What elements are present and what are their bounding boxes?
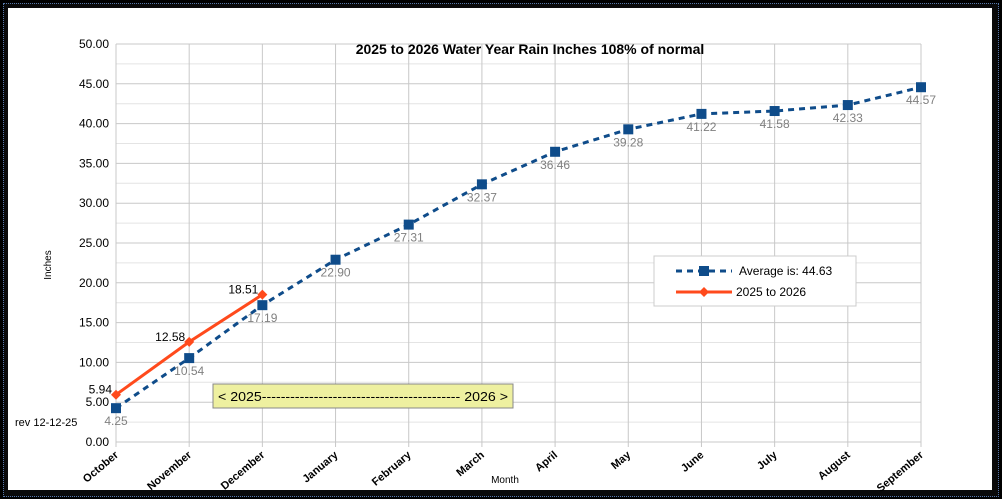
data-point bbox=[842, 100, 853, 111]
data-label: 42.33 bbox=[833, 111, 863, 125]
data-label: 41.58 bbox=[760, 117, 790, 131]
data-label: 17.19 bbox=[247, 311, 277, 325]
x-axis-label: Month bbox=[491, 475, 519, 486]
y-tick-label: 5.00 bbox=[86, 395, 110, 409]
y-tick-label: 50.00 bbox=[79, 37, 109, 51]
grid bbox=[115, 43, 922, 447]
y-tick-label: 25.00 bbox=[79, 236, 109, 250]
data-point bbox=[184, 336, 195, 347]
data-point bbox=[476, 179, 487, 190]
data-label: 36.46 bbox=[540, 158, 570, 172]
y-axis-label: Inches bbox=[43, 250, 54, 279]
series-line bbox=[115, 85, 922, 410]
chart-title: 2025 to 2026 Water Year Rain Inches 108%… bbox=[356, 41, 705, 57]
y-tick-label: 0.00 bbox=[86, 435, 110, 449]
legend-label-average: Average is: 44.63 bbox=[739, 264, 833, 278]
x-tick-label: January bbox=[300, 449, 341, 486]
data-label: 27.31 bbox=[394, 231, 424, 245]
x-tick-label: June bbox=[679, 449, 706, 475]
x-tick-label: July bbox=[755, 449, 780, 473]
x-tick-label: October bbox=[81, 449, 122, 486]
legend: Average is: 44.63 2025 to 2026 bbox=[653, 255, 857, 307]
data-label: 18.51 bbox=[228, 283, 258, 297]
data-label: 12.58 bbox=[155, 330, 185, 344]
y-tick-label: 15.00 bbox=[79, 316, 109, 330]
x-tick-label: April bbox=[533, 449, 560, 474]
year-range-box bbox=[212, 383, 514, 409]
data-point bbox=[330, 254, 341, 265]
y-ticks: 0.00 5.00 10.00 15.00 20.00 25.00 30.00 35.00 40… bbox=[79, 37, 109, 449]
data-point bbox=[184, 353, 195, 364]
y-tick-label: 35.00 bbox=[79, 156, 109, 170]
data-point bbox=[111, 403, 121, 414]
data-label: 44.57 bbox=[906, 93, 936, 107]
y-tick-label: 20.00 bbox=[79, 276, 109, 290]
data-point bbox=[403, 219, 414, 230]
legend-marker-average bbox=[699, 266, 709, 276]
data-point bbox=[696, 108, 707, 119]
y-tick-label: 40.00 bbox=[79, 117, 109, 131]
data-point bbox=[257, 289, 268, 300]
y-tick-label: 45.00 bbox=[79, 77, 109, 91]
y-tick-label: 30.00 bbox=[79, 196, 109, 210]
data-point bbox=[111, 389, 121, 400]
year-range-text: < 2025----------------------------------… bbox=[218, 389, 508, 404]
legend-label-current: 2025 to 2026 bbox=[736, 285, 806, 299]
data-label: 41.22 bbox=[686, 120, 716, 134]
x-tick-label: February bbox=[370, 449, 414, 489]
data-point bbox=[623, 124, 634, 135]
data-label: 32.37 bbox=[467, 190, 497, 204]
data-label: 4.25 bbox=[104, 414, 128, 428]
x-tick-label: September bbox=[875, 449, 927, 495]
data-label: 5.94 bbox=[89, 383, 113, 397]
series: 4.25 10.54 17.19 22.90 27.31 32.37 36.46 39.28 4… bbox=[89, 82, 936, 428]
x-tick-label: November bbox=[145, 449, 194, 493]
chart-panel bbox=[8, 8, 992, 490]
data-point bbox=[916, 82, 926, 93]
data-label: 39.28 bbox=[613, 135, 643, 149]
x-tick-label: May bbox=[609, 449, 634, 473]
revision-note: rev 12-12-25 bbox=[15, 417, 77, 429]
y-tick-label: 10.00 bbox=[79, 355, 109, 369]
x-tick-label: December bbox=[219, 449, 268, 493]
x-tick-label: March bbox=[454, 449, 487, 479]
data-label: 22.90 bbox=[321, 266, 351, 280]
data-point bbox=[769, 106, 780, 117]
x-ticks: October November December January February Ma… bbox=[81, 449, 927, 495]
data-point bbox=[550, 146, 561, 157]
data-label: 10.54 bbox=[174, 364, 204, 378]
legend-marker-current bbox=[699, 287, 709, 297]
x-tick-label: August bbox=[816, 449, 853, 483]
data-point bbox=[257, 300, 268, 311]
